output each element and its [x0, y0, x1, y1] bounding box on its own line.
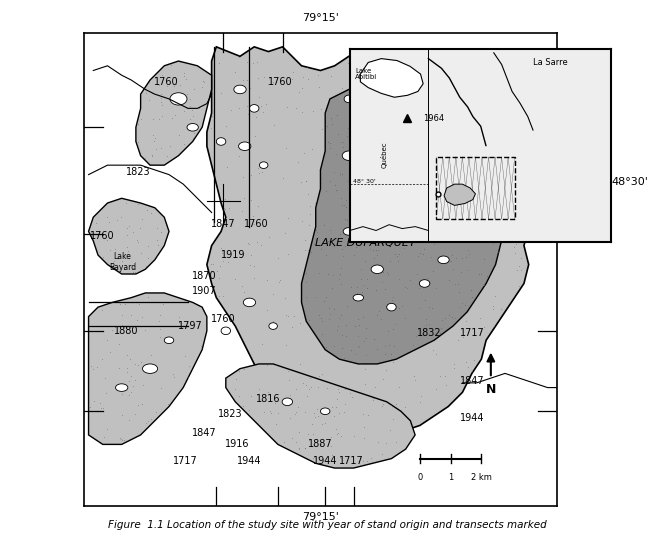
- Ellipse shape: [243, 298, 256, 307]
- Polygon shape: [88, 199, 169, 274]
- Ellipse shape: [249, 104, 259, 112]
- Ellipse shape: [382, 100, 392, 107]
- Text: LAKE DUPARQUET: LAKE DUPARQUET: [315, 238, 416, 248]
- Text: N: N: [486, 383, 496, 396]
- Ellipse shape: [395, 114, 407, 122]
- Text: 1823: 1823: [126, 167, 150, 177]
- Ellipse shape: [387, 304, 396, 311]
- Ellipse shape: [116, 384, 128, 391]
- Ellipse shape: [419, 280, 430, 287]
- Ellipse shape: [282, 398, 292, 406]
- Ellipse shape: [164, 337, 174, 344]
- Text: 1823: 1823: [218, 409, 243, 419]
- Text: 1944: 1944: [313, 456, 337, 466]
- Text: 1717: 1717: [460, 328, 484, 338]
- Ellipse shape: [187, 123, 198, 131]
- Ellipse shape: [269, 323, 277, 329]
- Text: La Sarre: La Sarre: [533, 58, 568, 67]
- Polygon shape: [301, 85, 509, 364]
- Polygon shape: [491, 203, 528, 236]
- Polygon shape: [226, 364, 415, 468]
- Ellipse shape: [343, 227, 354, 235]
- Text: 1760: 1760: [244, 219, 269, 230]
- Text: 1: 1: [448, 473, 453, 482]
- Text: Québec: Québec: [381, 142, 387, 169]
- Polygon shape: [88, 293, 207, 444]
- Text: 1760: 1760: [268, 77, 292, 88]
- Text: 1919: 1919: [220, 250, 245, 260]
- Ellipse shape: [260, 162, 268, 169]
- Text: 1944: 1944: [237, 456, 262, 466]
- Ellipse shape: [362, 114, 373, 122]
- Polygon shape: [360, 59, 423, 97]
- Ellipse shape: [342, 151, 356, 160]
- Text: 1760: 1760: [154, 77, 179, 88]
- Ellipse shape: [429, 190, 439, 197]
- Ellipse shape: [353, 294, 364, 301]
- Ellipse shape: [421, 86, 429, 92]
- Text: Lake
Abitibi: Lake Abitibi: [355, 68, 377, 81]
- Ellipse shape: [371, 162, 383, 169]
- Text: 1760: 1760: [90, 231, 115, 241]
- Text: 1916: 1916: [226, 440, 250, 449]
- Text: 1832: 1832: [417, 328, 441, 338]
- Ellipse shape: [438, 256, 449, 264]
- Polygon shape: [444, 184, 475, 206]
- Ellipse shape: [371, 265, 383, 274]
- Text: 1816: 1816: [256, 394, 281, 404]
- Text: 1887: 1887: [308, 440, 333, 449]
- Ellipse shape: [400, 175, 412, 184]
- Text: 1847: 1847: [192, 428, 217, 437]
- Text: 1760: 1760: [211, 314, 235, 324]
- Text: 1847: 1847: [460, 375, 484, 386]
- Ellipse shape: [509, 219, 519, 225]
- Text: 2 km: 2 km: [471, 473, 492, 482]
- Ellipse shape: [234, 85, 246, 94]
- Ellipse shape: [456, 166, 468, 174]
- Text: 1880: 1880: [114, 326, 139, 336]
- Text: 1847: 1847: [211, 219, 235, 230]
- Bar: [436, 157, 515, 219]
- Text: 48°30': 48°30': [611, 177, 648, 187]
- Ellipse shape: [239, 142, 251, 151]
- Text: 79°15': 79°15': [302, 512, 339, 522]
- Text: 1907: 1907: [192, 286, 217, 295]
- Text: 1797: 1797: [178, 321, 203, 331]
- Text: Figure  1.1 Location of the study site with year of stand origin and transects m: Figure 1.1 Location of the study site wi…: [108, 521, 546, 530]
- Text: 1944: 1944: [460, 413, 484, 423]
- Text: Lake
Bayard: Lake Bayard: [109, 252, 136, 272]
- Ellipse shape: [456, 227, 469, 236]
- Ellipse shape: [170, 92, 187, 105]
- Ellipse shape: [481, 180, 491, 188]
- Ellipse shape: [344, 95, 354, 103]
- Ellipse shape: [221, 327, 231, 335]
- Text: 0: 0: [417, 473, 422, 482]
- Text: 48° 30': 48° 30': [353, 179, 375, 184]
- Ellipse shape: [143, 364, 158, 373]
- Text: 1717: 1717: [173, 456, 198, 466]
- Text: 79°15': 79°15': [302, 13, 339, 23]
- Text: 1870: 1870: [192, 271, 217, 281]
- Text: 1717: 1717: [339, 456, 364, 466]
- Polygon shape: [136, 61, 212, 165]
- Ellipse shape: [216, 138, 226, 145]
- Text: 1964: 1964: [423, 114, 444, 123]
- Ellipse shape: [467, 195, 477, 202]
- Ellipse shape: [320, 408, 330, 415]
- Polygon shape: [410, 66, 448, 94]
- Polygon shape: [207, 47, 543, 444]
- Ellipse shape: [494, 138, 506, 145]
